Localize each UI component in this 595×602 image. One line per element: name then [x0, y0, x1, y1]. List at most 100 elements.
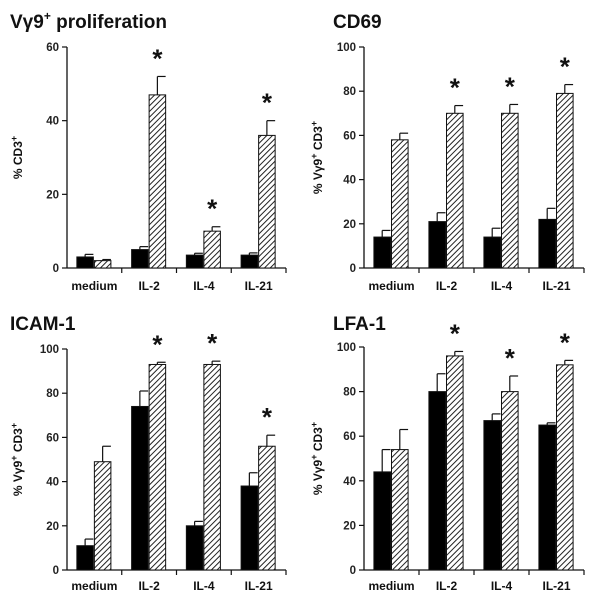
panel-title: LFA-1	[333, 314, 386, 335]
x-category-label: IL-4	[193, 579, 215, 593]
y-tick-label: 60	[343, 431, 356, 443]
y-axis-label-superscript: +	[309, 153, 319, 158]
significance-star: *	[207, 194, 218, 224]
y-tick-label: 80	[46, 388, 59, 400]
bar-hatched-il-21	[258, 445, 276, 571]
bar-hatched-il-4	[501, 391, 519, 571]
x-category-label: IL-2	[138, 279, 160, 293]
bar-hatched-il-2	[446, 355, 464, 571]
y-tick-label: 20	[343, 219, 356, 231]
bar-hatched-il-21	[258, 134, 276, 269]
significance-star: *	[505, 71, 516, 101]
bar-hatched-il-4	[203, 363, 221, 571]
y-tick-label: 40	[46, 116, 59, 128]
panel-title: CD69	[333, 12, 382, 33]
bar-hatched-medium	[93, 461, 112, 571]
x-category-label: IL-21	[245, 279, 273, 293]
y-tick-label: 80	[343, 387, 356, 399]
y-tick-label: 100	[40, 344, 59, 356]
y-tick-label: 80	[343, 86, 356, 98]
y-tick-label: 100	[337, 342, 356, 354]
y-tick-label: 40	[343, 476, 356, 488]
y-axis-label-rest: CD3	[311, 126, 325, 154]
y-axis-label: % Vγ9+ CD3+	[309, 422, 325, 495]
bar-solid-il-4	[483, 236, 501, 269]
significance-star: *	[207, 328, 218, 358]
y-axis-label-superscript: +	[9, 136, 19, 141]
y-axis-label-main: % Vγ9	[311, 459, 325, 495]
bar-solid-medium	[76, 545, 94, 571]
y-tick-label: 20	[343, 520, 356, 532]
bar-solid-il-4	[185, 254, 204, 269]
y-tick-label: 20	[46, 521, 59, 533]
bar-solid-medium	[373, 471, 391, 571]
panel-title-main: CD69	[333, 12, 382, 33]
x-category-label: medium	[368, 579, 414, 593]
x-category-label: IL-21	[542, 279, 570, 293]
y-tick-label: 60	[343, 130, 356, 142]
y-axis-label-superscript: +	[309, 422, 319, 427]
y-axis-label: % CD3+	[9, 136, 25, 179]
y-tick-label: 100	[337, 42, 356, 54]
y-axis-label-rest: CD3	[311, 427, 325, 455]
y-tick-label: 60	[46, 432, 59, 444]
y-axis-label-superscript: +	[309, 454, 319, 459]
y-axis-label-main: % Vγ9	[11, 460, 25, 496]
x-category-label: IL-21	[245, 579, 273, 593]
y-axis-label-superscript: +	[9, 455, 19, 460]
panel-title-superscript: +	[44, 9, 51, 23]
bar-solid-il-21	[538, 218, 557, 269]
bar-solid-il-4	[185, 525, 204, 571]
bar-solid-il-2	[131, 249, 149, 269]
bar-solid-il-2	[428, 221, 446, 269]
x-category-label: medium	[368, 279, 414, 293]
bar-hatched-il-2	[446, 112, 464, 269]
y-axis-label: % Vγ9+ CD3+	[9, 423, 25, 496]
bar-hatched-il-2	[148, 363, 167, 571]
x-category-label: IL-21	[542, 579, 570, 593]
x-category-label: IL-4	[491, 579, 513, 593]
panel-title: Vγ9+ proliferation	[10, 9, 167, 33]
bar-solid-il-2	[131, 405, 149, 571]
bar-solid-medium	[373, 236, 391, 269]
bar-hatched-il-2	[148, 94, 167, 269]
significance-star: *	[505, 343, 516, 373]
bar-solid-il-21	[240, 254, 259, 269]
x-category-label: IL-4	[491, 279, 513, 293]
panel-title: ICAM-1	[10, 314, 76, 335]
y-axis-label-main: % CD3	[11, 141, 25, 179]
significance-star: *	[152, 43, 163, 73]
y-axis-label-rest: CD3	[11, 428, 25, 456]
bar-solid-medium	[76, 256, 94, 269]
y-tick-label: 0	[53, 565, 59, 577]
significance-star: *	[560, 327, 571, 357]
y-axis-label-superscript: +	[309, 121, 319, 126]
bar-hatched-medium	[391, 449, 409, 571]
panel-title-rest: proliferation	[51, 12, 167, 33]
bar-hatched-il-21	[556, 92, 574, 269]
x-category-label: IL-2	[436, 279, 458, 293]
panel-title-main: ICAM-1	[10, 314, 76, 335]
bar-hatched-medium	[391, 139, 409, 269]
chart-panel-3: ICAM-1 % Vγ9+ CD3+ 0 20 40 60 80 100 medium IL-2 *…	[9, 314, 287, 593]
y-tick-label: 40	[46, 477, 59, 489]
panel-title-main: LFA-1	[333, 314, 386, 335]
significance-star: *	[152, 329, 163, 359]
y-tick-label: 40	[343, 175, 356, 187]
x-category-label: medium	[71, 579, 117, 593]
x-category-label: IL-2	[436, 579, 458, 593]
significance-star: *	[560, 52, 571, 82]
y-tick-label: 0	[53, 263, 59, 275]
bar-solid-il-4	[483, 420, 501, 571]
bar-hatched-il-4	[501, 112, 519, 269]
bar-solid-il-21	[240, 485, 259, 571]
significance-star: *	[262, 402, 273, 432]
y-tick-label: 0	[350, 565, 356, 577]
bar-solid-il-21	[538, 424, 557, 571]
panel-title-main: Vγ9	[10, 12, 44, 33]
x-category-label: IL-2	[138, 579, 160, 593]
